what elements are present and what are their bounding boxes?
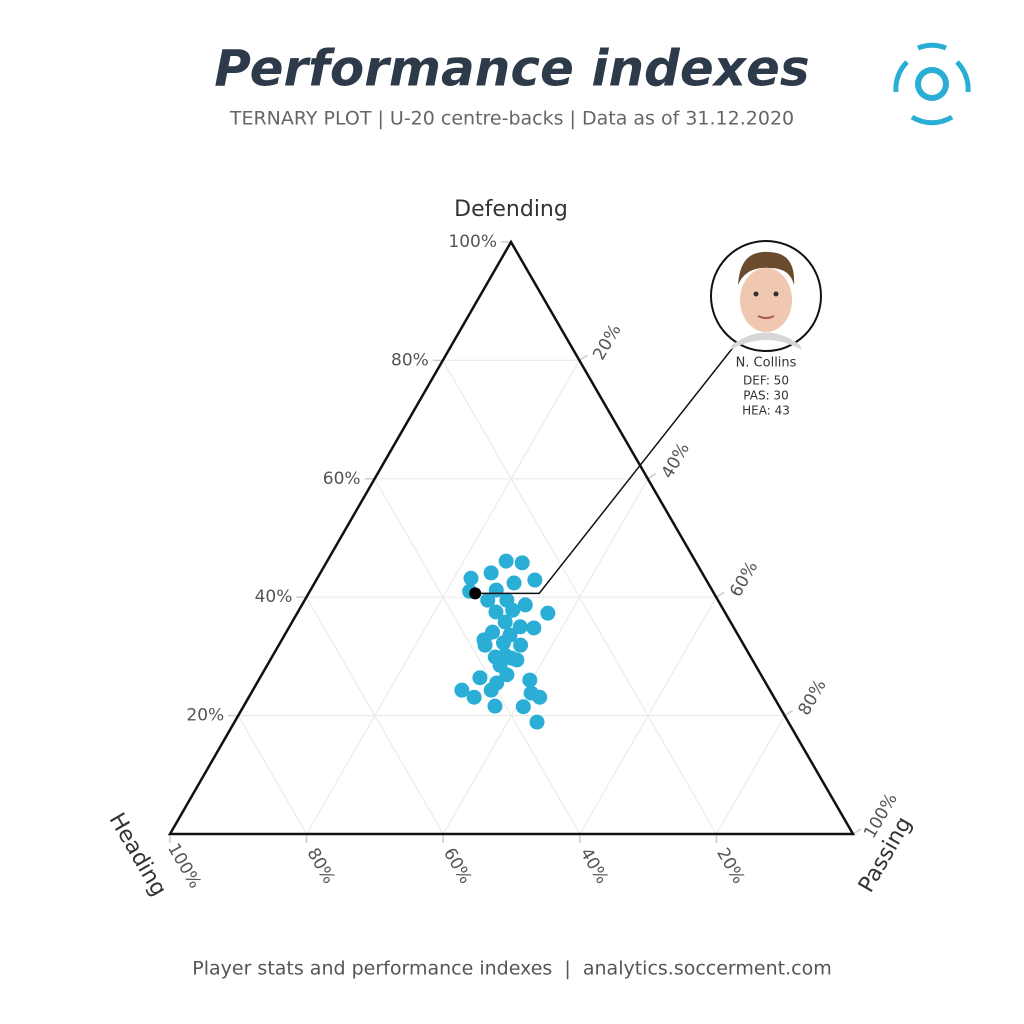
leader-line — [475, 344, 736, 595]
player-point — [513, 637, 529, 653]
logo — [893, 42, 971, 126]
tick-mark — [715, 591, 725, 598]
player-point — [476, 632, 492, 648]
tick-label: 40% — [255, 587, 293, 607]
tick-mark — [579, 354, 588, 362]
tick-label: 80% — [794, 676, 830, 719]
highlight-point — [469, 587, 482, 600]
tick-mark — [647, 473, 657, 480]
player-point — [498, 553, 514, 569]
tick-label: 80% — [302, 845, 338, 888]
player-point — [495, 635, 511, 651]
player-point — [487, 698, 503, 714]
grid-line — [374, 478, 581, 835]
player-point — [483, 682, 499, 698]
axis-title: Heading — [104, 809, 171, 901]
triangle — [167, 239, 856, 836]
player-point — [488, 604, 504, 620]
tick-label: 60% — [439, 845, 475, 888]
player-point — [527, 572, 543, 588]
grid-line — [442, 360, 717, 835]
grid-line — [237, 715, 308, 835]
grid-line — [305, 596, 444, 835]
tick-label: 40% — [576, 845, 612, 888]
player-point — [515, 699, 531, 715]
grid-line — [715, 715, 786, 835]
tick-label: 20% — [589, 321, 625, 364]
tick-label: 20% — [186, 706, 224, 726]
tick-label: 20% — [712, 845, 748, 888]
footer: Player stats and performance indexes | a… — [192, 958, 831, 980]
tick-label: 60% — [323, 469, 361, 489]
player-stat: DEF: 50 — [743, 374, 789, 388]
player-point — [532, 689, 548, 705]
player-photo — [710, 240, 822, 352]
player-point — [512, 619, 528, 635]
player-point — [505, 602, 521, 618]
tick-label: 60% — [726, 558, 762, 601]
player-point — [472, 670, 488, 686]
player-point — [509, 652, 525, 668]
player-point — [522, 672, 538, 688]
tick-mark — [852, 828, 862, 835]
player-point — [480, 592, 496, 608]
player-point — [517, 597, 533, 613]
player-point — [540, 605, 556, 621]
player-point — [454, 682, 470, 698]
player-point — [497, 614, 513, 630]
tick-label: 40% — [658, 439, 694, 482]
player-point — [529, 714, 545, 730]
player-point — [499, 667, 515, 683]
player-stat: PAS: 30 — [743, 389, 788, 403]
tick-mark — [784, 709, 793, 717]
player-point — [466, 689, 482, 705]
tick-label: 80% — [391, 350, 429, 370]
player-point — [506, 575, 522, 591]
tick-label: 100% — [448, 232, 497, 252]
subtitle: TERNARY PLOT | U-20 centre-backs | Data … — [229, 108, 794, 130]
player-point — [463, 570, 479, 586]
player-point — [483, 565, 499, 581]
axis-title: Defending — [454, 197, 568, 222]
player-point — [497, 647, 513, 663]
grid-line — [442, 478, 649, 835]
player-point — [514, 555, 530, 571]
player-name: N. Collins — [736, 356, 797, 371]
player-point — [526, 620, 542, 636]
player-stat: HEA: 43 — [742, 404, 790, 418]
title: Performance indexes — [214, 40, 809, 98]
